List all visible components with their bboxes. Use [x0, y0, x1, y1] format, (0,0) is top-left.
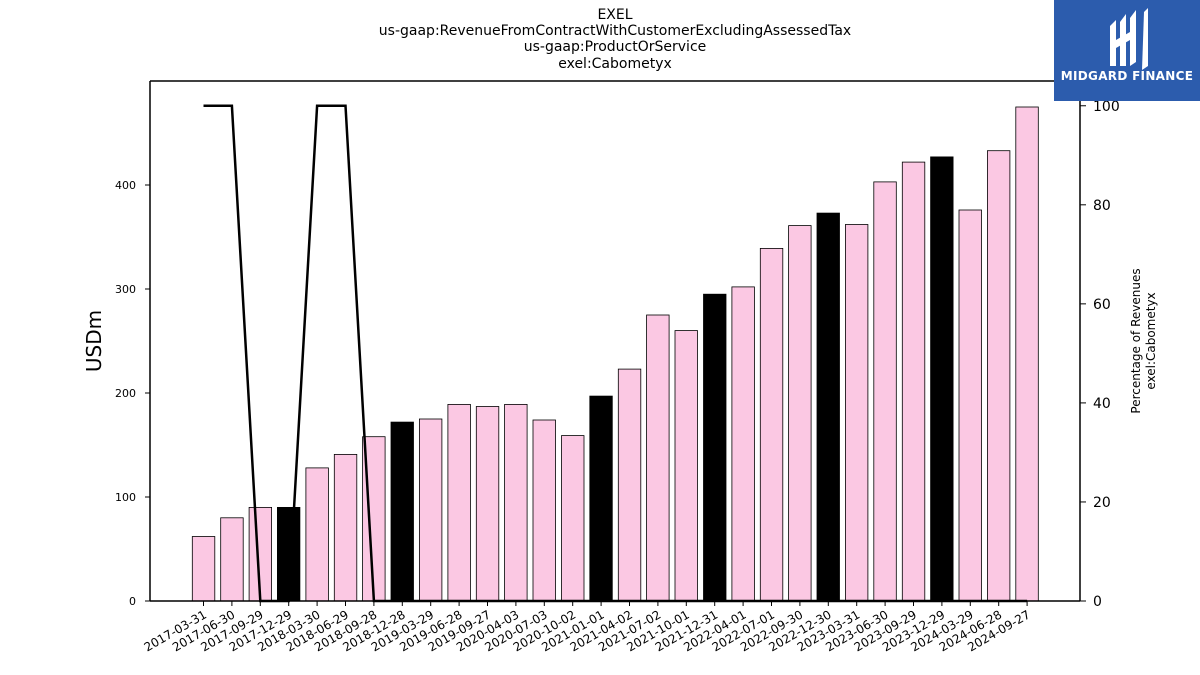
- bar-2021-12-31: [703, 293, 727, 602]
- bar-2023-12-29: [930, 156, 954, 602]
- midgard-logo-icon: [1110, 8, 1148, 70]
- y2-axis-label-line-1: Percentage of Revenues: [1129, 268, 1143, 413]
- bar-2018-12-28: [390, 421, 414, 602]
- bar-2019-03-29: [418, 418, 443, 602]
- bar-2022-12-30: [816, 212, 840, 602]
- chart-title-line-4: exel:Cabometyx: [558, 56, 672, 72]
- bar-2021-04-02: [617, 368, 642, 602]
- bar-2019-09-27: [475, 406, 500, 602]
- y-tick-label-400: 400: [115, 179, 136, 192]
- bar-2022-09-30: [788, 225, 812, 602]
- y-tick-label-300: 300: [115, 283, 136, 296]
- bar-2021-07-02: [646, 314, 670, 602]
- bar-2023-06-30: [873, 181, 897, 602]
- bar-2020-10-02: [561, 435, 585, 602]
- bar-2024-03-29: [958, 209, 982, 602]
- bar-2018-03-30: [305, 467, 329, 602]
- bar-2020-04-03: [504, 403, 528, 602]
- midgard-finance-logo: MIDGARD FINANCE: [1054, 0, 1200, 101]
- chart-title-line-2: us-gaap:RevenueFromContractWithCustomerE…: [378, 23, 852, 39]
- y2-tick-label-60: 60: [1093, 297, 1111, 313]
- bar-2020-07-03: [532, 419, 556, 602]
- bar-2023-09-29: [901, 161, 926, 602]
- bar-2021-10-01: [674, 330, 698, 602]
- y2-tick-label-0: 0: [1093, 594, 1102, 610]
- y2-tick-label-20: 20: [1093, 495, 1111, 511]
- y-tick-label-200: 200: [115, 387, 136, 400]
- bar-2017-03-31: [191, 536, 216, 602]
- chart-title-line-1: EXEL: [597, 7, 633, 23]
- y-tick-label-100: 100: [115, 491, 136, 504]
- bar-2019-06-28: [447, 403, 471, 602]
- y-axis-label: USDm: [82, 310, 106, 372]
- bar-2022-04-01: [731, 286, 755, 602]
- bar-2024-09-27: [1015, 106, 1039, 602]
- bar-2018-06-29: [333, 453, 358, 602]
- y2-tick-label-100: 100: [1093, 99, 1120, 115]
- chart-title-line-3: us-gaap:ProductOrService: [523, 39, 707, 55]
- bar-2022-07-01: [759, 247, 784, 602]
- bar-2024-06-28: [987, 150, 1011, 602]
- y-tick-label-0: 0: [129, 595, 136, 608]
- y2-tick-label-80: 80: [1093, 198, 1111, 214]
- bar-2017-06-30: [220, 517, 244, 602]
- y2-axis-label-line-2: exel:Cabometyx: [1144, 292, 1158, 389]
- bar-2023-03-31: [845, 224, 869, 602]
- bar-2021-01-01: [589, 395, 613, 602]
- y2-tick-label-40: 40: [1093, 396, 1111, 412]
- logo-text: MIDGARD FINANCE: [1060, 69, 1194, 83]
